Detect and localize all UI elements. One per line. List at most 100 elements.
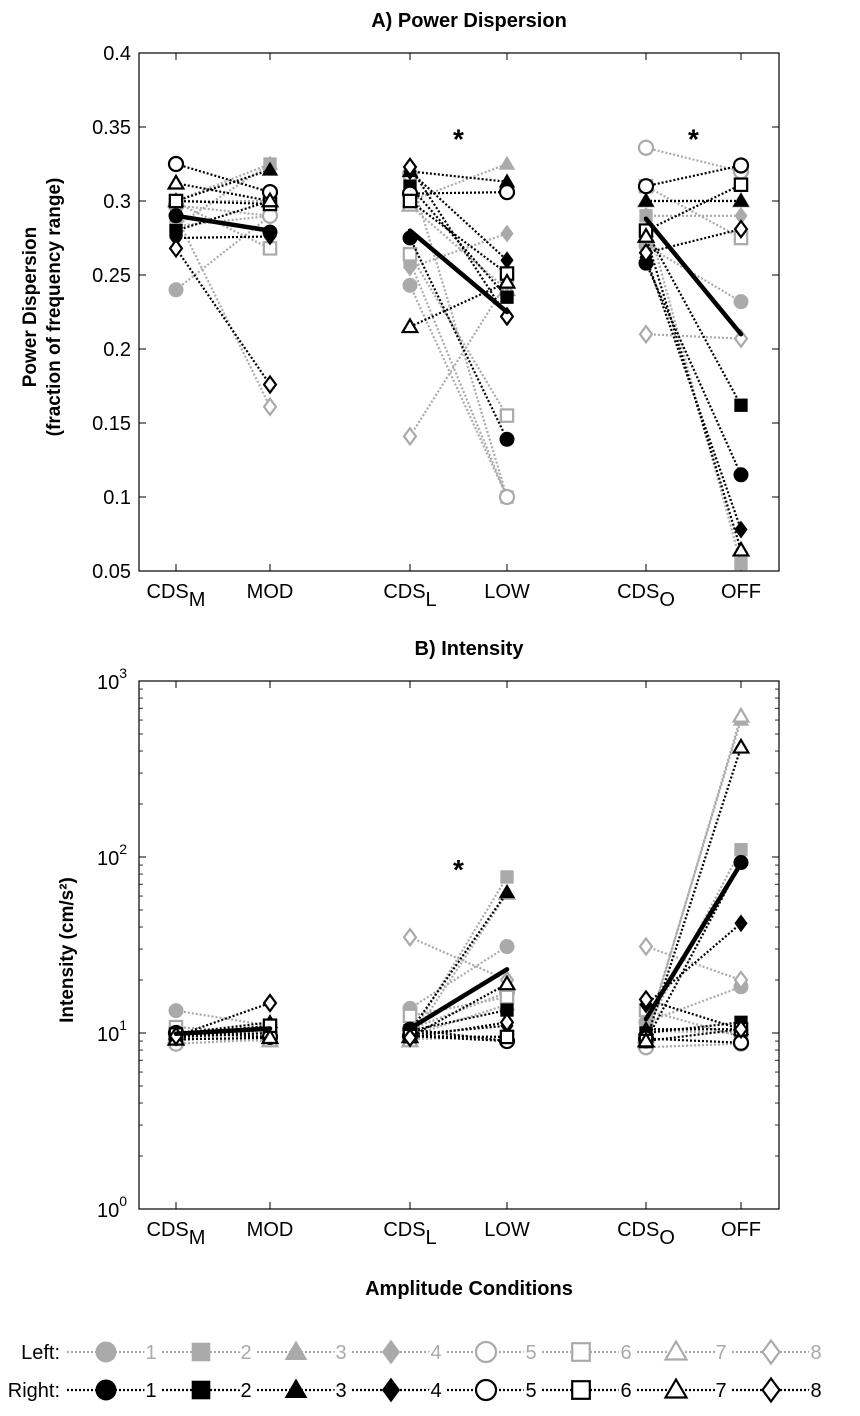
legend-item: 1 (67, 1377, 160, 1405)
legend-item-label: 7 (715, 1342, 726, 1364)
data-point (402, 157, 418, 177)
legend-marker (474, 1378, 498, 1402)
data-point (734, 556, 748, 571)
legend-marker (571, 1380, 591, 1400)
x-tick-label: LOW (484, 581, 530, 603)
y-tick-label: 101 (97, 1017, 127, 1046)
data-point (500, 251, 514, 270)
data-point (499, 408, 515, 423)
data-point (500, 290, 514, 304)
series-line-segment (645, 1028, 742, 1043)
legend-item-label: 2 (240, 1342, 251, 1364)
series-line-segment (645, 230, 742, 406)
series-line-segment (645, 1037, 742, 1044)
chart-title: B) Intensity (415, 638, 525, 660)
data-point (732, 192, 750, 207)
legend-item: 2 (162, 1377, 255, 1405)
data-point (734, 914, 748, 933)
x-tick-label: CDSO (617, 581, 675, 611)
data-point (638, 324, 654, 345)
data-point (262, 374, 278, 395)
legend-row-label: Right: (8, 1380, 60, 1402)
chart-power-dispersion: A) Power Dispersion 0.05 0.1 0.15 0.2 0.25 0.3… (20, 10, 780, 611)
legend-item: 3 (257, 1339, 350, 1367)
x-tick-label: CDSO (617, 1219, 675, 1249)
data-point (733, 467, 749, 483)
series-line-segment (408, 261, 509, 498)
data-point (499, 939, 515, 955)
series-line-segment (645, 164, 742, 188)
legend-marker (663, 1377, 689, 1399)
series-line-segment (409, 1021, 508, 1039)
x-axis-label: Amplitude Conditions (365, 1278, 573, 1300)
series-line-segment (175, 1038, 271, 1045)
legend-item-label: 6 (620, 1342, 631, 1364)
legend-item: 3 (257, 1377, 350, 1405)
series-line-segment (409, 284, 508, 498)
legend-marker (761, 1376, 781, 1404)
series-left-8 (168, 205, 749, 447)
data-point (167, 155, 185, 173)
legend-item-label: 5 (525, 1380, 536, 1402)
legend-item: 8 (732, 1376, 825, 1405)
legend-marker (381, 1339, 401, 1365)
legend-marker (95, 1341, 117, 1363)
series-line-segment (175, 168, 271, 203)
legend-marker (663, 1339, 689, 1361)
series-line-segment (409, 253, 508, 417)
mean-line (643, 216, 744, 337)
data-point (402, 193, 418, 209)
legend-marker (761, 1338, 781, 1366)
series-line-segment (409, 237, 508, 440)
series-left-7 (166, 191, 751, 297)
mean-line (173, 1026, 273, 1037)
data-point (166, 173, 186, 190)
series-line-segment (645, 185, 742, 239)
series-line-segment (409, 204, 508, 291)
legend-row-right: Right: 1 2 3 4 5 6 7 8 (8, 1376, 825, 1405)
data-point (263, 227, 277, 246)
series-line-segment (408, 174, 509, 498)
data-point (168, 238, 184, 259)
data-point (498, 155, 516, 170)
data-point (731, 540, 751, 557)
series-right-8 (168, 157, 749, 395)
legend-item: 4 (352, 1377, 445, 1405)
series-line-segment (409, 891, 508, 1033)
series-line-segment (409, 191, 508, 195)
y-tick-label: 0.35 (92, 117, 131, 139)
data-point (498, 883, 516, 899)
x-tick-label: OFF (721, 1219, 761, 1241)
data-point (262, 396, 278, 417)
data-point (734, 520, 748, 539)
series-line-segment (175, 162, 271, 194)
legend-marker (474, 1340, 498, 1364)
series-line-segment (175, 247, 271, 386)
series-line-segment (175, 1001, 271, 1038)
legend-item: 7 (637, 1377, 730, 1405)
legend-item: 6 (542, 1339, 635, 1367)
data-point (402, 277, 418, 293)
series-line-segment (644, 746, 743, 1042)
series-line-segment (175, 204, 271, 217)
y-tick-label: 0.25 (92, 265, 131, 287)
series-line-segment (409, 170, 508, 183)
data-point (734, 843, 748, 857)
legend-item: 1 (67, 1339, 160, 1367)
data-point (637, 178, 655, 195)
mean-line (173, 213, 273, 233)
series-right-1 (168, 208, 749, 483)
legend-marker (284, 1340, 308, 1360)
series-left-1 (168, 208, 749, 505)
legend-marker (191, 1342, 211, 1362)
data-point (402, 426, 418, 447)
plot-frame (138, 680, 780, 1210)
series-line-segment (409, 936, 508, 982)
data-point (168, 1003, 184, 1019)
series-line-segment (644, 256, 743, 530)
data-point (168, 193, 184, 209)
legend-item-label: 4 (430, 1342, 441, 1364)
data-point (168, 282, 184, 298)
mean-line (643, 861, 744, 1022)
data-point (733, 177, 749, 192)
